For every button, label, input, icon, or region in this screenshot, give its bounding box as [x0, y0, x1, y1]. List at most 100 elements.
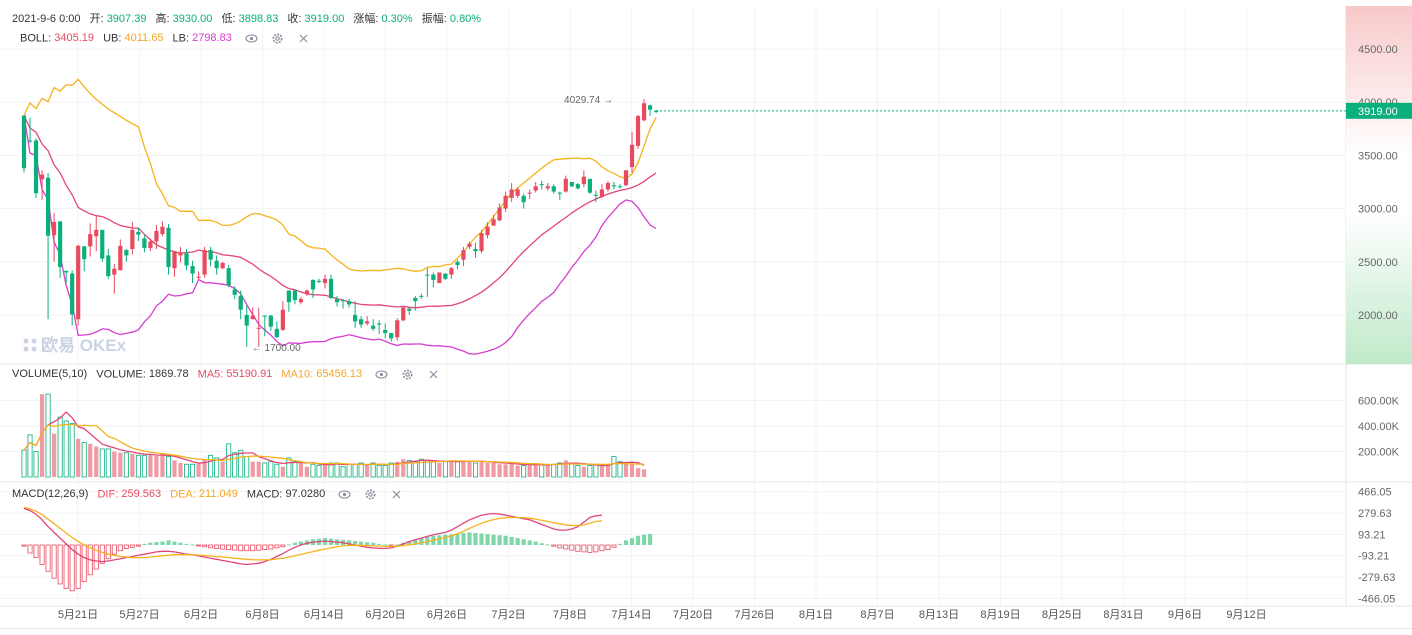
candle-down	[449, 267, 454, 279]
amp-value: 0.80%	[449, 13, 482, 25]
macd-bar-positive	[359, 541, 364, 545]
macd-value-label: MACD:	[246, 488, 283, 501]
candle-body	[70, 273, 75, 315]
candle-body	[346, 301, 352, 305]
candle-body	[178, 252, 183, 256]
candle-body	[533, 186, 538, 191]
macd-bar-positive	[539, 543, 544, 545]
gear-icon[interactable]	[271, 32, 284, 45]
candle-body	[431, 274, 436, 280]
volume-bar-down	[118, 452, 123, 477]
macd-bar-positive	[184, 543, 189, 545]
date-tick-label: 9月6日	[1168, 609, 1202, 621]
volume-bar-up	[292, 461, 298, 478]
candle-body	[467, 243, 472, 247]
candle-up	[21, 115, 27, 173]
date-tick-label: 7月2日	[491, 609, 525, 621]
candle-body	[226, 268, 231, 286]
candle-down	[172, 251, 177, 277]
macd-bar-negative	[196, 544, 202, 547]
macd-bar-positive	[497, 535, 502, 545]
gear-icon[interactable]	[401, 368, 414, 381]
volume-bar-down	[437, 462, 442, 477]
close-icon[interactable]	[297, 32, 310, 45]
ohlc-info: 2021-9-6 0:00 开: 3907.39 高: 3930.00 低: 3…	[12, 10, 487, 26]
candle-body	[521, 195, 526, 203]
close-icon[interactable]	[427, 368, 440, 381]
candle-body	[353, 315, 358, 322]
date-tick-label: 8月31日	[1103, 609, 1143, 621]
candle-body	[611, 185, 617, 187]
candle-body	[443, 273, 448, 279]
gear-icon[interactable]	[364, 488, 377, 501]
date-tick-label: 8月1日	[799, 609, 833, 621]
candle-body	[250, 315, 255, 320]
volume-bar-up	[587, 465, 593, 478]
candle-up	[33, 138, 39, 198]
candle-up	[569, 182, 574, 188]
macd-bar-positive	[629, 538, 635, 545]
candle-down	[545, 183, 550, 191]
candle-body	[340, 300, 346, 302]
volume-bar-up	[226, 443, 232, 478]
volume-bar-up	[141, 454, 147, 478]
date-tick-label: 8月19日	[980, 609, 1020, 621]
macd-bar-positive	[148, 542, 153, 545]
candle-up	[419, 293, 424, 300]
dif-value: 259.563	[121, 488, 162, 501]
volume-bar-down	[635, 468, 641, 477]
candle-up	[27, 117, 33, 144]
candle-body	[208, 250, 213, 260]
macd-bar-negative	[581, 544, 587, 553]
bollinger-bands	[23, 78, 657, 355]
macd-bar-positive	[142, 543, 147, 545]
eye-icon[interactable]	[375, 368, 388, 381]
volume-bar-down	[491, 462, 496, 477]
macd-tick-label: -279.63	[1358, 572, 1395, 584]
macd-bar-negative	[123, 544, 129, 549]
candle-body	[190, 266, 195, 274]
macd-bar-negative	[57, 544, 63, 585]
candle-down	[641, 99, 647, 122]
date-tick-label: 6月14日	[304, 609, 344, 621]
close-icon[interactable]	[390, 488, 403, 501]
candle-body	[593, 194, 598, 196]
macd-bar-positive	[635, 535, 641, 545]
candle-down	[635, 114, 641, 150]
candle-down	[497, 203, 502, 222]
macd-info: MACD(12,26,9) DIF: 259.563 DEA: 211.049 …	[12, 488, 409, 501]
volume-bar-up	[430, 461, 436, 478]
candle-down	[461, 246, 466, 267]
dea-value: 211.049	[198, 488, 238, 501]
candle-body	[184, 253, 189, 266]
candle-body	[599, 189, 605, 197]
date-tick-label: 7月8日	[553, 609, 587, 621]
price-axis-gradient	[1346, 6, 1412, 364]
candle-body	[292, 290, 297, 301]
macd-bar-negative	[33, 544, 39, 558]
macd-bar-positive	[545, 544, 550, 546]
eye-icon[interactable]	[338, 488, 351, 501]
candle-up	[286, 290, 291, 312]
volume-bar-down	[449, 460, 454, 477]
candle-body	[238, 295, 243, 310]
volume-bar-down	[581, 466, 586, 477]
macd-bar-negative	[93, 544, 99, 570]
price-tick-label: 3500.00	[1358, 150, 1398, 162]
candle-body	[94, 229, 99, 237]
candle-up	[238, 290, 243, 320]
candle-up	[45, 172, 51, 320]
candle-body	[202, 250, 207, 275]
candle-body	[581, 176, 586, 185]
candle-body	[262, 315, 267, 317]
candle-up	[575, 183, 580, 190]
candle-body	[485, 226, 490, 236]
macd-dea-line	[23, 506, 602, 561]
macd-bar-positive	[479, 533, 484, 545]
volume-bar-up	[99, 448, 105, 478]
candle-down	[256, 307, 261, 347]
eye-icon[interactable]	[245, 32, 258, 45]
date-tick-label: 8月7日	[860, 609, 894, 621]
